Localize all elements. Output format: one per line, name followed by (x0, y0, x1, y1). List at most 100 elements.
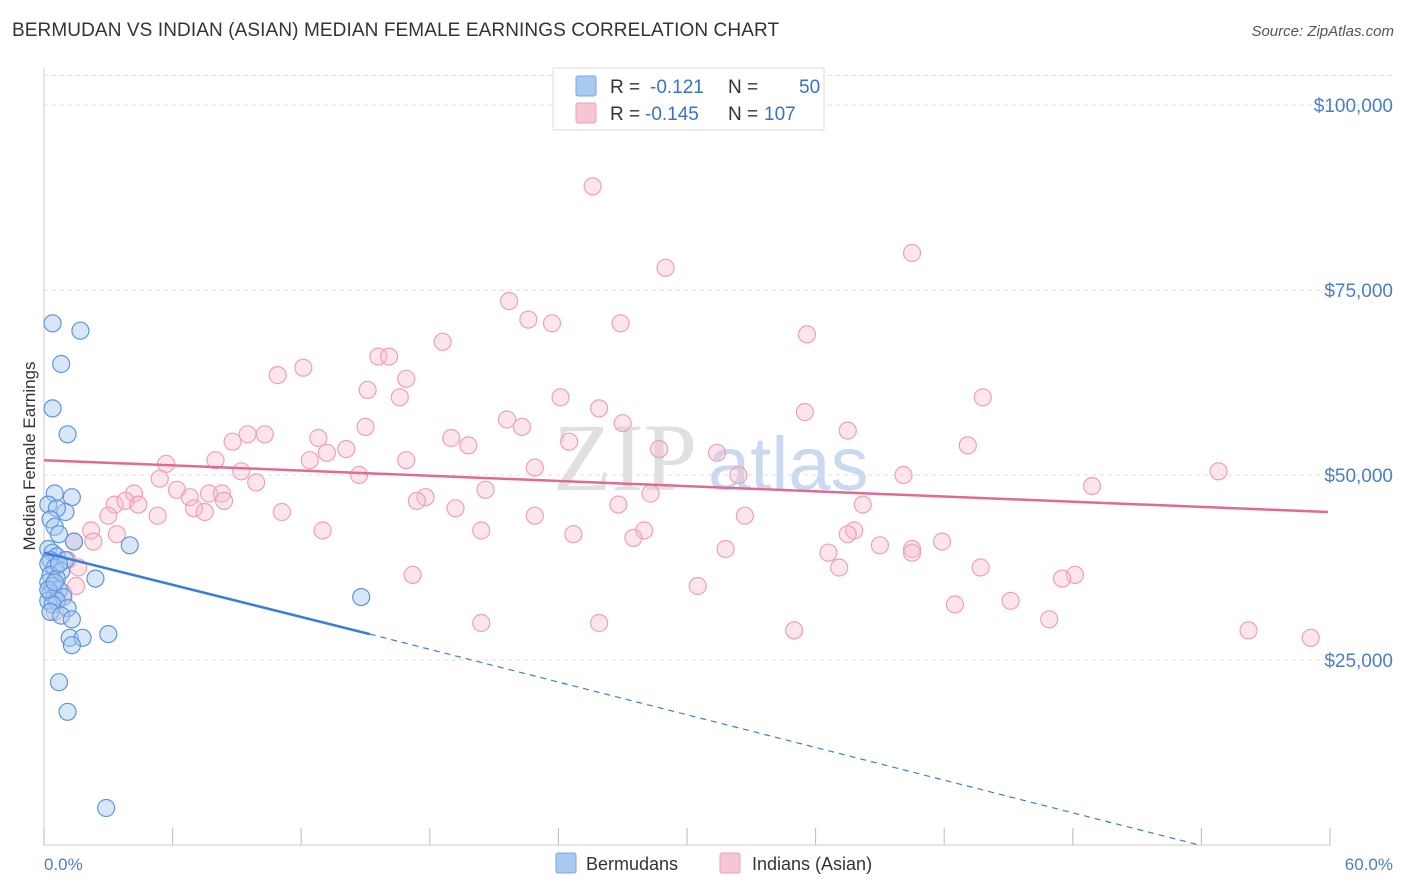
y-tick-label: $75,000 (1324, 281, 1393, 302)
point-indians (688, 576, 707, 596)
point-indians (870, 536, 890, 555)
point-indians (84, 532, 103, 551)
point-indians (1209, 462, 1228, 481)
point-indians (390, 388, 409, 407)
point-indians (195, 502, 214, 522)
point-indians (716, 539, 735, 559)
watermark-zip: ZIP (553, 404, 697, 511)
point-indians (472, 521, 491, 540)
point-indians (184, 499, 204, 518)
point-indians (590, 399, 609, 418)
point-indians (337, 440, 356, 459)
bottom-legend-swatch-bermudans (555, 852, 577, 874)
legend-r-value-2: -0.145 (645, 104, 699, 125)
point-bermudans (52, 606, 71, 625)
trend-line-bermudans (43, 551, 371, 636)
legend-n-value-2: 107 (764, 104, 796, 125)
point-indians (214, 491, 234, 510)
point-indians (206, 451, 225, 470)
point-bermudans (86, 569, 105, 588)
point-indians (300, 451, 319, 470)
point-indians (309, 428, 328, 448)
point-indians (958, 436, 977, 455)
trend-line-indians (43, 458, 1328, 514)
point-indians (369, 347, 388, 366)
y-axis-title: Median Female Earnings (20, 362, 39, 551)
point-indians (525, 506, 544, 525)
point-indians (624, 528, 643, 548)
y-tick-label: $25,000 (1324, 651, 1393, 672)
point-indians (268, 366, 287, 385)
bottom-legend-label-bermudans: Bermudans (586, 854, 678, 874)
point-indians (894, 465, 913, 485)
point-bermudans (58, 425, 77, 444)
point-indians (819, 543, 838, 562)
point-indians (107, 525, 126, 544)
point-indians (294, 358, 313, 377)
x-tick-label-max: 60.0% (1345, 855, 1393, 874)
x-ticks (43, 828, 1331, 845)
point-bermudans (99, 624, 118, 644)
bottom-legend-label-indians: Indians (Asian) (752, 854, 872, 874)
point-indians (590, 613, 609, 633)
point-indians (932, 532, 952, 551)
point-indians (542, 314, 562, 333)
point-bermudans (73, 628, 92, 647)
point-indians (356, 417, 375, 436)
source-label: Source: ZipAtlas.com (1251, 23, 1394, 40)
point-bermudans (47, 499, 66, 518)
point-indians (609, 495, 628, 514)
point-indians (212, 484, 231, 503)
point-indians (564, 525, 583, 544)
point-bermudans (58, 702, 77, 721)
point-indians (795, 403, 814, 422)
point-indians (199, 484, 219, 503)
point-bermudans (97, 798, 116, 818)
point-indians (129, 495, 148, 514)
point-bermudans (45, 484, 64, 503)
point-indians (613, 414, 632, 433)
point-bermudans (62, 610, 81, 629)
legend-swatch-bermudans (575, 75, 597, 97)
point-bermudans (45, 573, 64, 592)
point-indians (729, 465, 748, 485)
point-indians (641, 484, 660, 503)
point-indians (148, 506, 167, 525)
legend-r-label-2: R = (610, 104, 640, 125)
legend-n-label-2: N = (728, 104, 758, 125)
point-indians (635, 521, 654, 540)
legend-r-label-1: R = (610, 77, 640, 98)
point-indians (1040, 610, 1059, 629)
point-indians (232, 462, 251, 481)
point-indians (433, 332, 452, 351)
point-indians (272, 502, 292, 522)
point-bermudans (71, 321, 90, 340)
point-indians (403, 565, 422, 585)
legend-n-label-1: N = (728, 77, 758, 98)
point-indians (525, 458, 544, 477)
point-indians (1239, 621, 1258, 640)
point-bermudans (52, 354, 71, 374)
point-indians (583, 177, 602, 196)
point-indians (512, 417, 532, 436)
point-indians (611, 314, 630, 333)
point-indians (1082, 477, 1102, 496)
point-indians (247, 473, 266, 492)
point-indians (1052, 569, 1072, 588)
bottom-legend: Bermudans Indians (Asian) (555, 852, 872, 874)
point-indians (255, 425, 274, 444)
chart-title: BERMUDAN VS INDIAN (ASIAN) MEDIAN FEMALE… (12, 20, 780, 41)
point-indians (838, 525, 857, 544)
point-bermudans (60, 628, 79, 647)
point-indians (785, 621, 804, 640)
point-indians (707, 443, 727, 462)
legend-swatch-indians (575, 102, 597, 124)
point-indians (973, 388, 992, 407)
point-indians (180, 488, 199, 507)
point-indians (82, 521, 101, 540)
point-bermudans (352, 587, 371, 607)
point-indians (797, 325, 817, 344)
point-indians (650, 440, 669, 459)
point-indians (313, 521, 332, 540)
point-indians (358, 380, 377, 399)
